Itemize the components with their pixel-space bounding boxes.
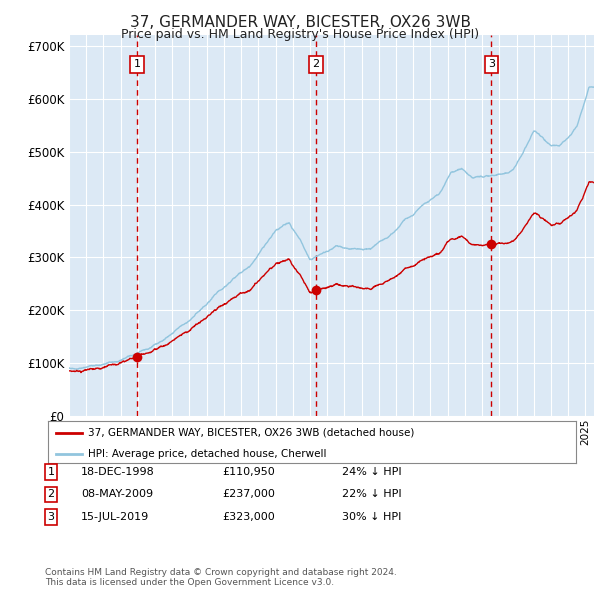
Text: £323,000: £323,000 <box>222 512 275 522</box>
Text: 3: 3 <box>488 60 495 70</box>
Text: 22% ↓ HPI: 22% ↓ HPI <box>342 490 401 499</box>
Text: 2: 2 <box>47 490 55 499</box>
Text: Price paid vs. HM Land Registry's House Price Index (HPI): Price paid vs. HM Land Registry's House … <box>121 28 479 41</box>
Text: £237,000: £237,000 <box>222 490 275 499</box>
Text: 37, GERMANDER WAY, BICESTER, OX26 3WB: 37, GERMANDER WAY, BICESTER, OX26 3WB <box>130 15 470 30</box>
Text: 24% ↓ HPI: 24% ↓ HPI <box>342 467 401 477</box>
Text: 3: 3 <box>47 512 55 522</box>
Text: 1: 1 <box>47 467 55 477</box>
Text: Contains HM Land Registry data © Crown copyright and database right 2024.
This d: Contains HM Land Registry data © Crown c… <box>45 568 397 587</box>
Text: 2: 2 <box>313 60 320 70</box>
Text: 30% ↓ HPI: 30% ↓ HPI <box>342 512 401 522</box>
Text: 18-DEC-1998: 18-DEC-1998 <box>81 467 155 477</box>
Text: 08-MAY-2009: 08-MAY-2009 <box>81 490 153 499</box>
Text: 1: 1 <box>134 60 140 70</box>
Text: £110,950: £110,950 <box>222 467 275 477</box>
Text: 37, GERMANDER WAY, BICESTER, OX26 3WB (detached house): 37, GERMANDER WAY, BICESTER, OX26 3WB (d… <box>88 428 414 438</box>
Text: HPI: Average price, detached house, Cherwell: HPI: Average price, detached house, Cher… <box>88 449 326 459</box>
Text: 15-JUL-2019: 15-JUL-2019 <box>81 512 149 522</box>
